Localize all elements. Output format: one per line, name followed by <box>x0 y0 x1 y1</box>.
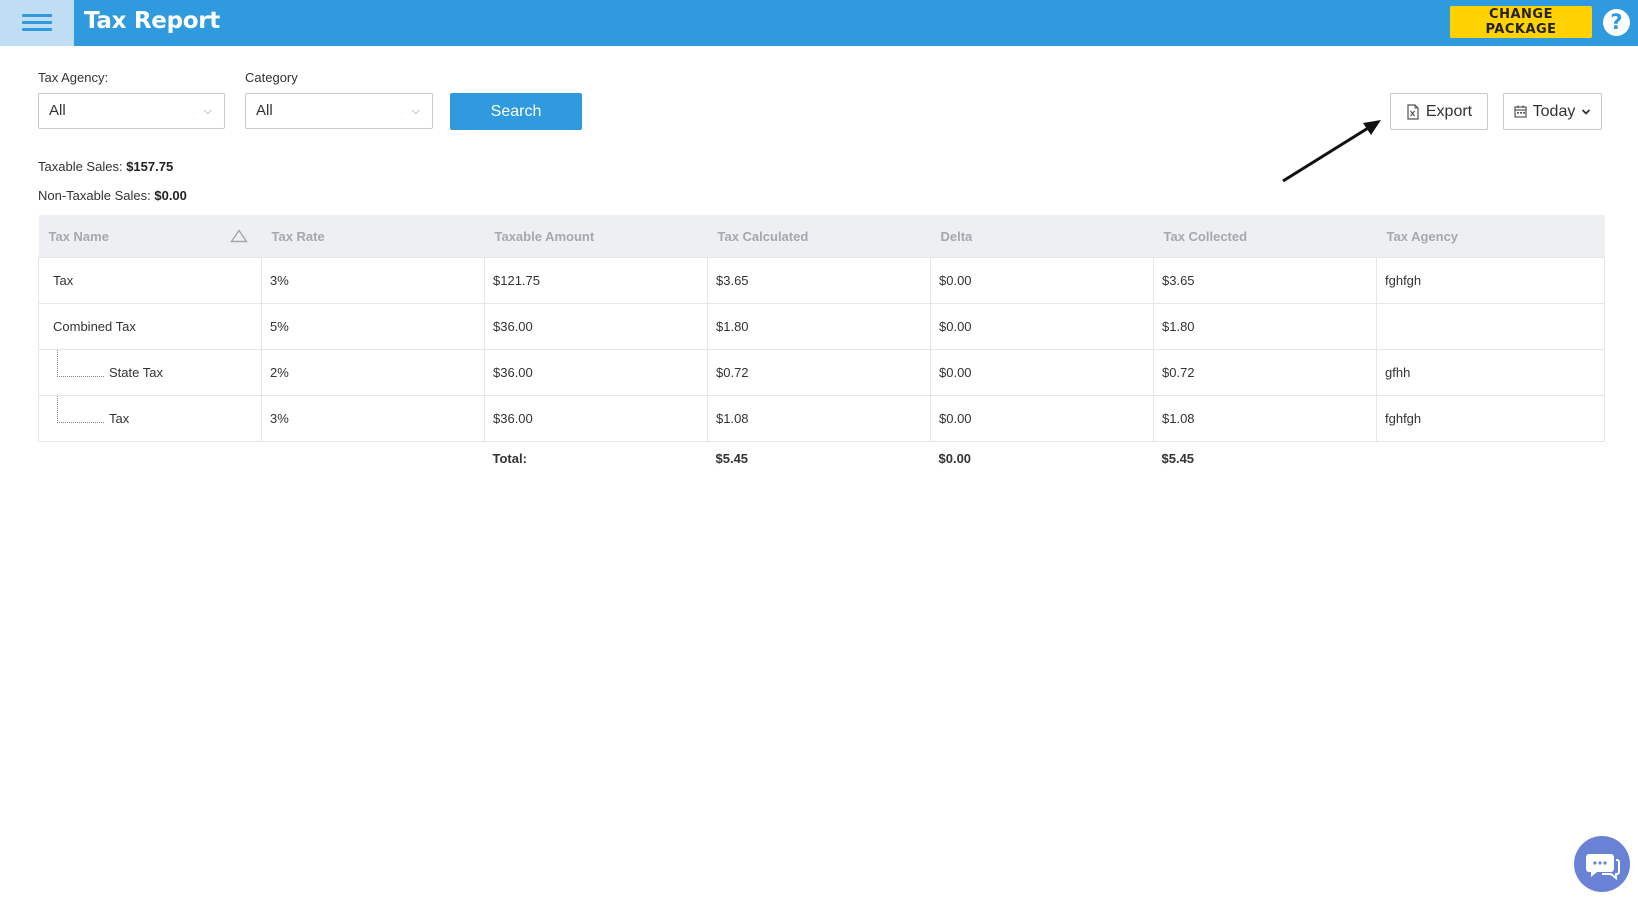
page-title: Tax Report <box>84 8 220 34</box>
tax-calculated-cell: $0.72 <box>707 349 931 396</box>
taxable-amount-cell: $36.00 <box>484 349 708 396</box>
tax-agency-cell <box>1376 303 1605 350</box>
tax-name-cell: Combined Tax <box>38 303 262 350</box>
taxable-sales-summary: Taxable Sales: $157.75 <box>38 159 174 174</box>
taxable-sales-value: $157.75 <box>126 159 174 174</box>
chevron-down-icon: ⌵ <box>411 105 420 117</box>
table-row: Combined Tax 5% $36.00 $1.80 $0.00 $1.80 <box>38 303 1605 350</box>
tax-collected-cell: $1.08 <box>1153 395 1377 442</box>
top-bar: Tax Report CHANGE PACKAGE ? <box>0 0 1638 46</box>
column-header-taxable-amount[interactable]: Taxable Amount <box>484 215 708 258</box>
chevron-down-icon <box>1582 108 1591 115</box>
chat-widget-button[interactable] <box>1574 836 1630 892</box>
export-button[interactable]: Export <box>1390 93 1488 130</box>
help-icon[interactable]: ? <box>1603 9 1630 36</box>
tax-agency-cell: fghfgh <box>1376 257 1605 304</box>
category-select[interactable]: All ⌵ <box>245 93 433 129</box>
taxable-amount-cell: $36.00 <box>484 303 708 350</box>
column-header-tax-name[interactable]: Tax Name <box>38 215 262 258</box>
total-tax-collected: $5.45 <box>1161 451 1195 467</box>
table-header-row: Tax Name Tax Rate Taxable Amount Tax Cal… <box>38 215 1605 258</box>
delta-cell: $0.00 <box>930 303 1154 350</box>
tree-connector <box>57 396 104 423</box>
tax-agency-select[interactable]: All ⌵ <box>38 93 225 129</box>
tax-calculated-cell: $1.80 <box>707 303 931 350</box>
search-button[interactable]: Search <box>450 93 582 130</box>
tax-rate-cell: 5% <box>261 303 485 350</box>
tree-connector <box>57 350 104 377</box>
tax-agency-cell: fghfgh <box>1376 395 1605 442</box>
category-label: Category <box>245 70 298 85</box>
column-header-tax-agency[interactable]: Tax Agency <box>1376 215 1605 258</box>
date-label: Today <box>1532 102 1576 120</box>
hamburger-icon <box>22 14 52 17</box>
tax-collected-cell: $0.72 <box>1153 349 1377 396</box>
delta-cell: $0.00 <box>930 257 1154 304</box>
taxable-amount-cell: $121.75 <box>484 257 708 304</box>
total-tax-calculated: $5.45 <box>715 451 749 467</box>
delta-cell: $0.00 <box>930 349 1154 396</box>
tax-collected-cell: $1.80 <box>1153 303 1377 350</box>
taxable-amount-cell: $36.00 <box>484 395 708 442</box>
tax-agency-value: All <box>49 102 66 119</box>
annotation-arrow <box>1282 120 1381 183</box>
table-row: State Tax 2% $36.00 $0.72 $0.00 $0.72 gf… <box>38 349 1605 396</box>
column-header-tax-rate[interactable]: Tax Rate <box>261 215 485 258</box>
tax-rate-cell: 3% <box>261 395 485 442</box>
delta-cell: $0.00 <box>930 395 1154 442</box>
total-row: Total: $5.45 $0.00 $5.45 <box>39 442 1605 476</box>
column-header-tax-calculated[interactable]: Tax Calculated <box>707 215 931 258</box>
non-taxable-sales-summary: Non-Taxable Sales: $0.00 <box>38 188 187 203</box>
tax-agency-label: Tax Agency: <box>38 70 109 85</box>
total-label: Total: <box>492 451 527 467</box>
hamburger-menu-button[interactable] <box>0 0 74 46</box>
total-delta: $0.00 <box>938 451 972 467</box>
tax-name-cell: Tax <box>38 395 262 442</box>
tax-agency-cell: gfhh <box>1376 349 1605 396</box>
non-taxable-sales-value: $0.00 <box>154 188 187 203</box>
date-range-dropdown[interactable]: Today <box>1503 93 1602 130</box>
tax-collected-cell: $3.65 <box>1153 257 1377 304</box>
chat-bubble-icon <box>1586 854 1620 881</box>
tax-rate-cell: 2% <box>261 349 485 396</box>
export-label: Export <box>1425 102 1473 120</box>
tax-calculated-cell: $1.08 <box>707 395 931 442</box>
tax-rate-cell: 3% <box>261 257 485 304</box>
tax-calculated-cell: $3.65 <box>707 257 931 304</box>
column-header-tax-collected[interactable]: Tax Collected <box>1153 215 1377 258</box>
change-package-button[interactable]: CHANGE PACKAGE <box>1450 6 1592 38</box>
column-header-delta[interactable]: Delta <box>930 215 1154 258</box>
table-row: Tax 3% $36.00 $1.08 $0.00 $1.08 fghfgh <box>38 395 1605 442</box>
chevron-down-icon: ⌵ <box>203 105 212 117</box>
category-value: All <box>256 102 273 119</box>
calendar-icon <box>1514 105 1527 118</box>
tax-name-cell: State Tax <box>38 349 262 396</box>
tax-name-cell: Tax <box>38 257 262 304</box>
excel-file-icon <box>1407 103 1419 120</box>
sort-triangle-icon[interactable] <box>229 228 248 243</box>
table-row: Tax 3% $121.75 $3.65 $0.00 $3.65 fghfgh <box>38 257 1605 304</box>
tax-report-table: Tax Name Tax Rate Taxable Amount Tax Cal… <box>38 215 1605 476</box>
